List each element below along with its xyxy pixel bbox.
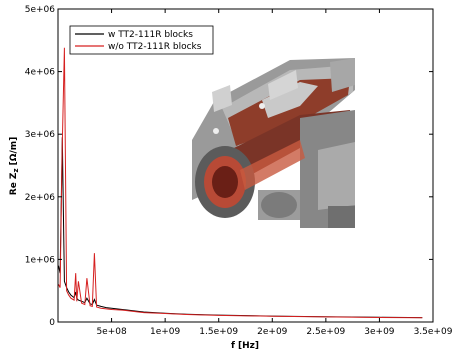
legend-box (69, 25, 214, 55)
y-axis: 0 1e+06 2e+06 3e+06 4e+06 5e+06 (25, 5, 433, 328)
y-tick-label: 4e+06 (25, 68, 56, 78)
legend: w TT2-111R blocks w/o TT2-111R blocks (69, 25, 214, 55)
y-tick-label: 1e+06 (25, 255, 56, 265)
y-tick-label: 0 (49, 318, 55, 328)
y-tick-label: 3e+06 (25, 130, 56, 140)
x-tick-label: 2.5e+09 (306, 327, 345, 337)
x-tick-label: 1e+09 (150, 327, 181, 337)
series-line-1 (58, 47, 423, 319)
x-tick-label: 3.5e+09 (414, 327, 453, 337)
cad-render-image (192, 58, 355, 228)
x-tick-label: 1.5e+09 (199, 327, 238, 337)
x-tick-label: 5e+08 (96, 327, 127, 337)
x-axis: 5e+08 1e+09 1.5e+09 2e+09 2.5e+09 3e+09 3.5e+0… (96, 9, 453, 337)
y-tick-label: 2e+06 (25, 193, 56, 203)
plot-frame (57, 8, 434, 323)
y-axis-label: Re Zz [Ω/m] (9, 137, 20, 195)
x-tick-label: 3e+09 (364, 327, 395, 337)
legend-label-1: w/o TT2-111R blocks (108, 42, 202, 52)
x-axis-label: f [Hz] (231, 341, 259, 351)
x-tick-label: 2e+09 (257, 327, 288, 337)
y-tick-label: 5e+06 (25, 5, 56, 15)
legend-label-0: w TT2-111R blocks (108, 30, 193, 40)
series-layer (58, 47, 423, 319)
